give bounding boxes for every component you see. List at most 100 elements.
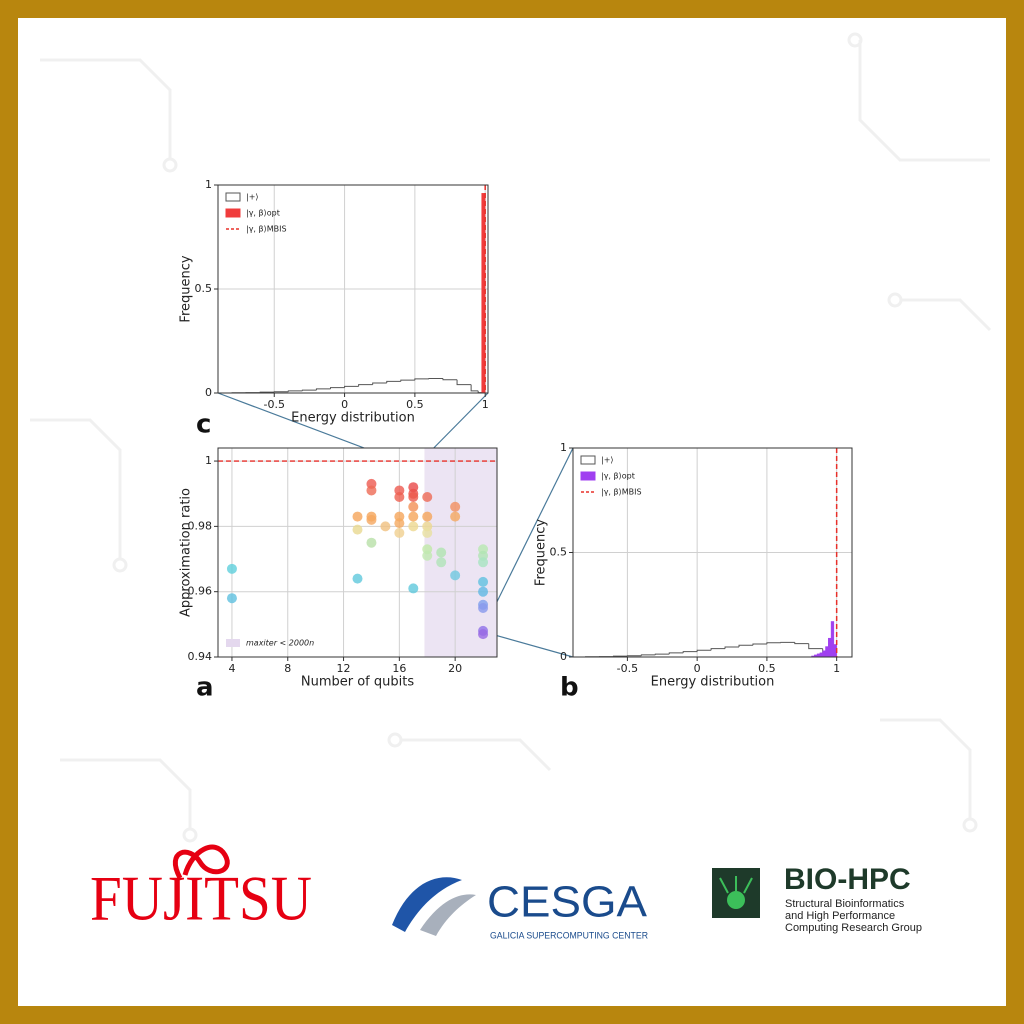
legend-label: |+⟩ <box>246 193 259 202</box>
scatter-point <box>436 557 447 568</box>
histogram-bar <box>822 650 826 658</box>
histogram-step <box>315 388 331 391</box>
scatter-point <box>450 501 461 512</box>
x-tick-label: 16 <box>392 662 406 675</box>
circuit-pattern <box>30 32 992 843</box>
plot-frame <box>217 447 498 658</box>
histogram-step <box>470 384 479 392</box>
scatter-point <box>478 629 489 640</box>
legend-swatch <box>226 639 240 647</box>
legend-label: |γ, β⟩opt <box>246 209 280 218</box>
y-tick-label: 0 <box>560 650 567 663</box>
histogram-step <box>654 653 670 655</box>
y-axis-label: Frequency <box>534 519 549 586</box>
scatter-point <box>422 527 433 538</box>
biohpc-text: BIO-HPC <box>784 863 911 896</box>
histogram-step <box>386 380 401 384</box>
scatter-point <box>394 518 405 529</box>
scatter-point <box>226 563 237 574</box>
x-tick-label: -0.5 <box>264 398 285 411</box>
histogram-step <box>766 642 781 645</box>
histogram-step <box>752 643 767 646</box>
x-axis-label: Energy distribution <box>291 411 415 426</box>
histogram-bar <box>830 621 835 658</box>
x-tick-label: 0 <box>341 398 348 411</box>
scatter-point <box>226 593 237 604</box>
cesga-swoosh <box>392 877 462 932</box>
x-axis-label: Number of qubits <box>301 675 414 690</box>
legend-swatch <box>225 208 241 218</box>
fujitsu-text: FUJITSU <box>90 863 312 934</box>
scatter-point <box>366 537 377 548</box>
scatter-point <box>478 586 489 597</box>
histogram-step <box>640 654 656 656</box>
x-tick-label: 8 <box>284 662 291 675</box>
plot-frame <box>572 447 853 658</box>
cesga-subtitle: GALICIA SUPERCOMPUTING CENTER <box>490 930 648 940</box>
histogram-step <box>414 378 429 381</box>
y-tick-label: 1 <box>205 454 212 467</box>
histogram-step <box>710 648 726 651</box>
histogram-step <box>400 379 415 382</box>
histogram-step <box>724 646 740 649</box>
x-tick-label: 12 <box>337 662 351 675</box>
cesga-logo: CESGA GALICIA SUPERCOMPUTING CENTER <box>392 877 648 940</box>
y-tick-label: 1 <box>205 178 212 191</box>
legend-label: |+⟩ <box>601 456 614 465</box>
scatter-point <box>422 550 433 561</box>
scatter-point <box>408 511 419 522</box>
y-tick-label: 0.96 <box>188 585 213 598</box>
x-tick-label: 1 <box>482 398 489 411</box>
histogram-step <box>358 384 373 387</box>
biohpc-logo: BIO-HPC Structural Bioinformatics and Hi… <box>712 863 922 934</box>
biohpc-subtitle: and High Performance <box>785 910 895 922</box>
histogram-step <box>456 379 472 386</box>
histogram-step <box>808 643 823 650</box>
histogram-step <box>344 385 359 388</box>
x-tick-label: 0.5 <box>758 662 776 675</box>
histogram-step <box>668 652 684 655</box>
histogram-step <box>442 378 458 381</box>
x-tick-label: -0.5 <box>617 662 638 675</box>
scatter-point <box>352 573 363 584</box>
panel-label: c <box>196 410 211 440</box>
y-tick-label: 0.5 <box>195 282 213 295</box>
scatter-point <box>352 524 363 535</box>
x-axis-label: Energy distribution <box>651 675 775 690</box>
scatter-point <box>450 570 461 581</box>
scatter-point <box>478 576 489 587</box>
fujitsu-logo: FUJITSU <box>90 844 312 934</box>
histogram-step <box>372 382 387 385</box>
panel-label: b <box>560 673 579 703</box>
histogram-step <box>696 649 712 652</box>
histogram-bar <box>828 637 832 658</box>
scatter-point <box>408 583 419 594</box>
biohpc-icon <box>719 876 753 894</box>
scatter-point <box>408 501 419 512</box>
scatter-point <box>352 511 363 522</box>
histogram-bar <box>825 646 829 658</box>
histogram-step <box>330 387 345 389</box>
cesga-swoosh <box>420 894 476 936</box>
scatter-point <box>436 547 447 558</box>
scatter-point <box>408 521 419 532</box>
scatter-point <box>380 521 391 532</box>
histogram-step <box>682 651 698 653</box>
legend-swatch <box>225 192 241 202</box>
x-tick-label: 1 <box>833 662 840 675</box>
cesga-text: CESGA <box>487 878 648 927</box>
legend-label: |γ, β⟩opt <box>601 472 635 481</box>
fujitsu-symbol <box>172 844 230 880</box>
y-tick-label: 0 <box>205 386 212 399</box>
x-tick-label: 4 <box>228 662 235 675</box>
legend-label: |γ, β⟩MBIS <box>601 488 642 497</box>
scatter-point <box>478 603 489 614</box>
histogram-step <box>287 390 303 392</box>
scatter-point <box>366 485 377 496</box>
legend-swatch <box>580 455 596 465</box>
histogram-step <box>738 644 753 647</box>
biohpc-subtitle: Structural Bioinformatics <box>785 898 905 910</box>
x-tick-label: 20 <box>448 662 462 675</box>
x-tick-label: 0.5 <box>406 398 424 411</box>
